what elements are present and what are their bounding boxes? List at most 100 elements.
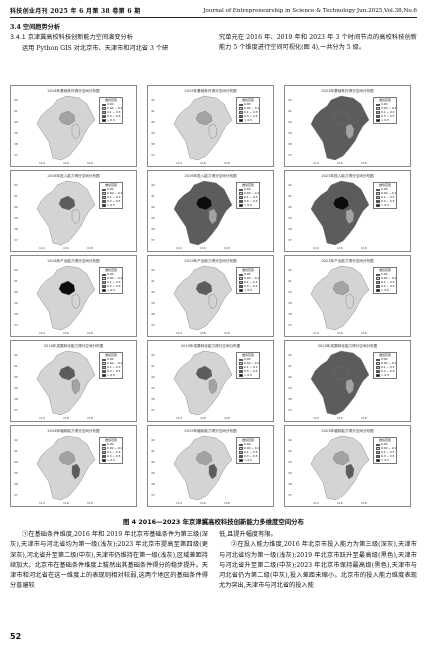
x-tick-label: 114 (39, 161, 45, 165)
region-map (36, 435, 96, 501)
y-tick-label: 37 (14, 153, 18, 157)
y-tick-label: 42 (14, 268, 18, 272)
region-map (36, 95, 96, 161)
bottom-left-column: ①在基础条件维度,2016 年和 2019 年北京市基础条件为第三级(深灰),天… (10, 530, 208, 592)
y-tick-label: 42 (151, 438, 155, 442)
y-tick-label: 39 (14, 216, 18, 220)
legend-entry: 0.00 ~ 0.1 (101, 276, 122, 281)
region-map (310, 265, 370, 331)
legend-entry: 0.00 (375, 442, 395, 447)
legend-label: 0.00 (107, 356, 114, 361)
legend-label: 0.3 ~ 0.5 (381, 283, 395, 288)
legend-label: 0.00 ~ 0.1 (107, 360, 123, 365)
legend-title: 数值范围 (242, 353, 254, 357)
legend-entry: 0.00 ~ 0.1 (375, 361, 396, 366)
legend-swatch (101, 443, 106, 447)
y-tick-label: 42 (288, 183, 292, 187)
legend-swatch (238, 285, 243, 288)
map-panel: 2019年产出能力得分空间分布图 42 41 40 39 38 37 114 116 118 数值范… (147, 255, 274, 337)
x-tick-label: 118 (87, 416, 93, 420)
legend-entry: > 0.5 (101, 373, 121, 378)
legend-title: 数值范围 (379, 98, 391, 102)
x-tick-label: 114 (313, 416, 319, 420)
legend-swatch (238, 281, 243, 284)
legend-title: 数值范围 (379, 438, 391, 442)
region-beijing (195, 450, 213, 466)
legend-entry: 0.1 ~ 0.3 (238, 110, 258, 115)
panel-title: 2023年基础条件得分空间分布图 (321, 89, 374, 93)
legend-label: 0.00 ~ 0.1 (244, 190, 260, 195)
panel-title: 2016年辐射能力得分空间分布图 (47, 429, 100, 433)
legend-swatch (238, 455, 243, 458)
legend-label: 0.00 ~ 0.1 (381, 105, 397, 110)
map-legend: 数值范围 0.00 0.00 ~ 0.1 0.1 ~ 0.3 0.3 ~ 0.5 > 0.… (373, 97, 397, 125)
region-map (173, 350, 233, 416)
legend-label: 0.00 (244, 186, 251, 191)
legend-entry: 0.3 ~ 0.5 (101, 454, 121, 459)
legend-label: 0.1 ~ 0.3 (381, 279, 395, 284)
legend-label: 0.00 (381, 271, 388, 276)
y-tick-label: 39 (151, 216, 155, 220)
x-tick-label: 114 (313, 246, 319, 250)
y-tick-label: 40 (151, 290, 155, 294)
legend-entry: 0.1 ~ 0.3 (238, 195, 258, 200)
y-tick-label: 42 (288, 438, 292, 442)
x-tick-label: 116 (63, 161, 69, 165)
legend-swatch (375, 277, 380, 281)
y-tick-label: 42 (288, 268, 292, 272)
y-tick-label: 39 (288, 386, 292, 390)
region-tianjin (71, 123, 81, 140)
legend-entry: 0.3 ~ 0.5 (101, 199, 121, 204)
legend-entry: 0.1 ~ 0.3 (101, 195, 121, 200)
legend-entry: 0.00 (238, 102, 258, 107)
legend-label: 0.3 ~ 0.5 (381, 453, 395, 458)
x-tick-label: 118 (224, 246, 230, 250)
legend-label: > 0.5 (381, 117, 389, 122)
legend-label: 0.00 ~ 0.1 (381, 275, 397, 280)
legend-label: 0.00 (107, 186, 114, 191)
legend-swatch (101, 103, 106, 107)
legend-swatch (238, 103, 243, 107)
legend-swatch (238, 119, 243, 122)
legend-label: 0.1 ~ 0.3 (107, 449, 121, 454)
legend-swatch (375, 103, 380, 107)
legend-label: > 0.5 (381, 372, 389, 377)
map-panel: 2016年投入能力得分空间分布图 42 41 40 39 38 37 114 116 118 数值范… (10, 170, 137, 252)
legend-title: 数值范围 (105, 268, 117, 272)
x-tick-label: 118 (224, 331, 230, 335)
legend-label: 0.3 ~ 0.5 (381, 113, 395, 118)
region-hebei (310, 180, 370, 246)
legend-entry: 0.00 (101, 102, 121, 107)
region-beijing (195, 365, 213, 381)
legend-entry: 0.00 (375, 357, 395, 362)
legend-title: 数值范围 (242, 268, 254, 272)
legend-entry: > 0.5 (101, 118, 121, 123)
x-tick-label: 118 (361, 246, 367, 250)
legend-entry: 0.00 (101, 186, 121, 192)
legend-label: > 0.5 (381, 287, 389, 292)
legend-entry: > 0.5 (238, 458, 258, 463)
region-map (36, 350, 96, 416)
legend-label: 0.1 ~ 0.3 (244, 364, 258, 369)
y-tick-label: 40 (288, 460, 292, 464)
x-tick-label: 116 (337, 246, 343, 250)
legend-label: 0.3 ~ 0.5 (244, 198, 258, 203)
y-tick-label: 37 (14, 323, 18, 327)
legend-entry: 0.00 ~ 0.1 (375, 446, 396, 451)
y-tick-label: 41 (14, 109, 18, 113)
legend-entry: 0.00 (101, 272, 121, 277)
legend-label: > 0.5 (244, 372, 252, 377)
y-tick-label: 37 (288, 408, 292, 412)
y-tick-label: 41 (151, 364, 155, 368)
x-tick-label: 116 (337, 161, 343, 165)
y-tick-label: 38 (288, 142, 292, 146)
region-beijing (332, 365, 350, 381)
legend-label: 0.00 ~ 0.1 (107, 190, 123, 195)
region-hebei (173, 435, 233, 501)
region-hebei (173, 95, 233, 161)
y-tick-label: 38 (151, 312, 155, 316)
legend-label: 0.3 ~ 0.5 (381, 198, 395, 203)
legend-swatch (238, 289, 243, 292)
page-number: 52 (10, 632, 22, 641)
legend-swatch (238, 374, 243, 377)
